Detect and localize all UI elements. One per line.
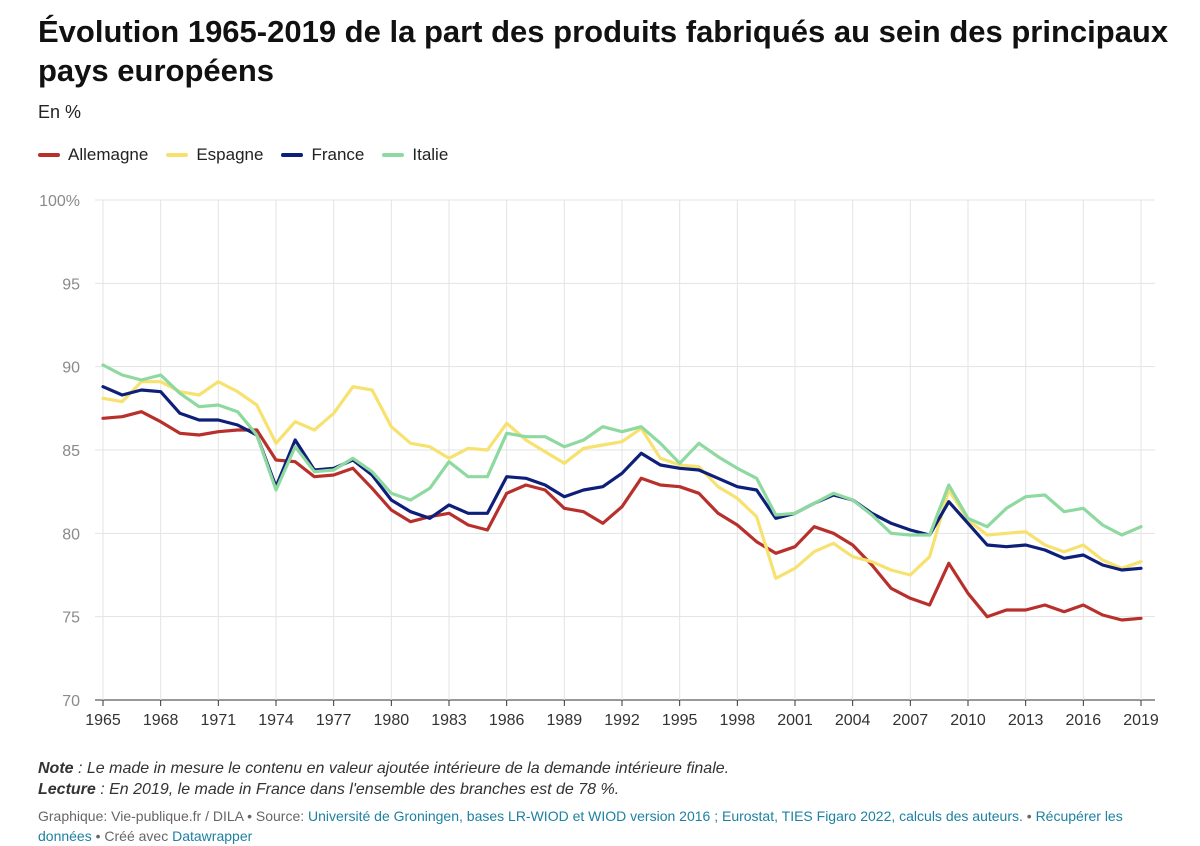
chart-subtitle: En % [38, 102, 82, 122]
x-tick-label: 1971 [201, 712, 237, 729]
x-tick-label: 1986 [489, 712, 525, 729]
legend-swatch [281, 153, 304, 157]
note-label: Note [38, 760, 74, 777]
x-tick-label: 1989 [547, 712, 583, 729]
y-tick-label: 100% [39, 193, 80, 210]
source-link[interactable]: Université de Groningen, bases LR-WIOD e… [308, 808, 1023, 824]
x-tick-label: 1983 [431, 712, 467, 729]
x-tick-label: 2001 [777, 712, 813, 729]
series-line-italie [101, 363, 1143, 537]
y-tick-label: 95 [62, 276, 80, 293]
x-tick-label: 2007 [893, 712, 929, 729]
x-tick-label: 1995 [662, 712, 698, 729]
y-tick-label: 85 [62, 443, 80, 460]
x-tick-label: 1968 [143, 712, 179, 729]
legend-label: France [311, 145, 365, 164]
legend: Allemagne Espagne France Italie [38, 145, 448, 165]
x-tick-label: 1998 [720, 712, 756, 729]
y-tick-label: 90 [62, 360, 80, 377]
graphic-credit: Graphique: Vie-publique.fr / DILA • Sour… [38, 808, 309, 824]
legend-label: Italie [412, 145, 449, 164]
legend-label: Espagne [196, 145, 264, 164]
x-tick-label: 2016 [1066, 712, 1102, 729]
legend-item-espagne: Espagne [166, 145, 263, 165]
x-tick-label: 1977 [316, 712, 352, 729]
y-tick-label: 80 [62, 526, 80, 543]
legend-item-france: France [281, 145, 364, 165]
x-tick-label: 2013 [1008, 712, 1044, 729]
x-tick-label: 2004 [835, 712, 871, 729]
legend-item-italie: Italie [382, 145, 448, 165]
legend-swatch [38, 153, 60, 157]
notes: Note : Le made in mesure le contenu en v… [38, 758, 1178, 800]
note-text: : Le made in mesure le contenu en valeur… [73, 760, 730, 777]
y-tick-label: 70 [62, 693, 80, 710]
footer: Graphique: Vie-publique.fr / DILA • Sour… [38, 806, 1178, 846]
created-with-text: • Créé avec [91, 828, 173, 844]
footer-separator: • [1022, 808, 1036, 824]
chart-title: Évolution 1965-2019 de la part des produ… [38, 14, 1169, 88]
x-tick-label: 1992 [604, 712, 640, 729]
note-line: Note : Le made in mesure le contenu en v… [38, 758, 1178, 779]
lecture-line: Lecture : En 2019, le made in France dan… [38, 779, 1178, 800]
legend-swatch [166, 153, 189, 157]
series-line-allemagne [101, 410, 1143, 622]
x-tick-label: 2019 [1123, 712, 1159, 729]
x-tick-label: 1980 [374, 712, 410, 729]
x-tick-label: 2010 [950, 712, 986, 729]
x-tick-label: 1965 [85, 712, 121, 729]
y-tick-label: 75 [62, 610, 80, 627]
line-chart: 70 75 80 85 90 95 100% 1965 1968 1971 1974 1977 1980… [39, 193, 1159, 729]
lecture-label: Lecture [38, 781, 96, 798]
legend-label: Allemagne [68, 145, 149, 164]
datawrapper-link[interactable]: Datawrapper [172, 828, 253, 844]
x-tick-label: 1974 [258, 712, 294, 729]
legend-swatch [382, 153, 405, 157]
legend-item-allemagne: Allemagne [38, 145, 148, 165]
lecture-text: : En 2019, le made in France dans l'ense… [95, 781, 620, 798]
